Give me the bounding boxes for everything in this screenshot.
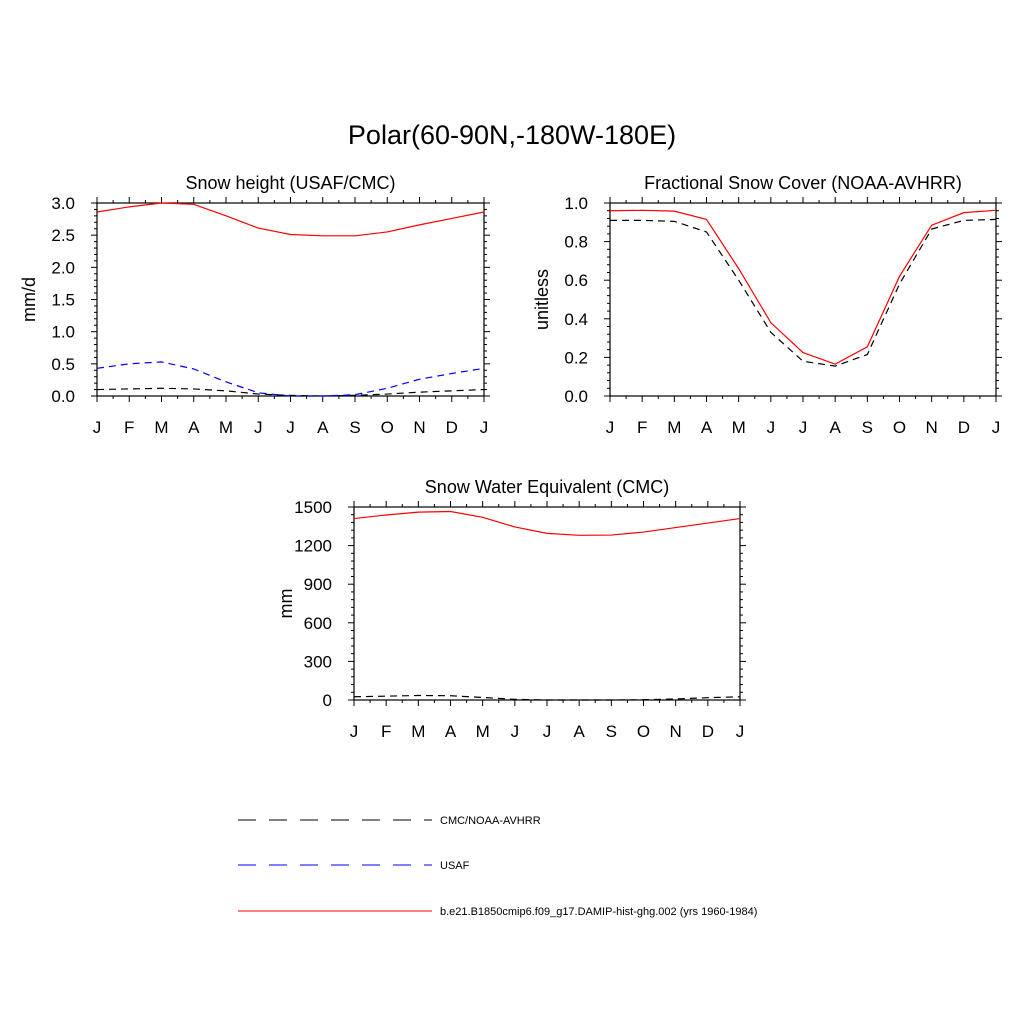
x-tick-label: A xyxy=(573,722,585,741)
x-tick-label: J xyxy=(254,418,263,437)
plot-frame xyxy=(96,202,485,397)
series-line-model xyxy=(609,209,997,365)
x-tick-label: F xyxy=(124,418,134,437)
x-tick-label: A xyxy=(317,418,329,437)
x-tick-label: N xyxy=(670,722,682,741)
x-tick-label: J xyxy=(511,722,520,741)
subplot-title: Snow Water Equivalent (CMC) xyxy=(425,477,669,497)
y-axis-label: mm xyxy=(276,589,296,619)
x-tick-label: J xyxy=(350,722,359,741)
x-tick-label: N xyxy=(413,418,425,437)
legend-label: CMC/NOAA-AVHRR xyxy=(440,815,541,827)
y-tick-label: 2.0 xyxy=(51,258,75,277)
y-tick-label: 0.0 xyxy=(51,387,75,406)
x-tick-label: S xyxy=(349,418,360,437)
series-line-cmc-noaa xyxy=(96,387,485,397)
x-tick-label: M xyxy=(219,418,233,437)
y-axis-label: unitless xyxy=(532,269,552,330)
y-tick-label: 0.2 xyxy=(564,348,588,367)
x-tick-label: A xyxy=(701,418,713,437)
y-tick-label: 300 xyxy=(304,652,332,671)
plot-frame xyxy=(609,202,997,397)
x-tick-label: A xyxy=(829,418,841,437)
x-tick-label: F xyxy=(381,722,391,741)
y-tick-label: 900 xyxy=(304,575,332,594)
x-tick-label: D xyxy=(446,418,458,437)
x-tick-label: J xyxy=(992,418,1001,437)
subplot-title: Fractional Snow Cover (NOAA-AVHRR) xyxy=(644,173,962,193)
x-tick-label: M xyxy=(476,722,490,741)
y-tick-label: 0.5 xyxy=(51,355,75,374)
x-tick-label: D xyxy=(702,722,714,741)
x-tick-label: J xyxy=(480,418,489,437)
y-tick-label: 1.0 xyxy=(51,323,75,342)
x-tick-label: N xyxy=(926,418,938,437)
legend-label: USAF xyxy=(440,860,470,872)
plot-frame xyxy=(353,506,741,701)
y-tick-label: 3.0 xyxy=(51,194,75,213)
x-tick-label: M xyxy=(154,418,168,437)
x-tick-label: J xyxy=(736,722,745,741)
y-tick-label: 0.0 xyxy=(564,387,588,406)
panel-snow-water-equivalent: Snow Water Equivalent (CMC)mmJ F M A M J J A S O N… xyxy=(276,477,746,741)
y-tick-label: 0.8 xyxy=(564,233,588,252)
panel-snow-height: Snow height (USAF/CMC)mm/dJ F M A M J J A S O N D J0… xyxy=(19,173,490,437)
x-tick-label: J xyxy=(543,722,552,741)
y-tick-label: 0.4 xyxy=(564,310,588,329)
y-tick-label: 2.5 xyxy=(51,226,75,245)
subplot-title: Snow height (USAF/CMC) xyxy=(185,173,395,193)
x-tick-label: J xyxy=(799,418,808,437)
x-tick-label: O xyxy=(893,418,906,437)
y-tick-label: 1.0 xyxy=(564,194,588,213)
series-line-cmc-noaa xyxy=(610,218,997,367)
x-tick-label: M xyxy=(411,722,425,741)
x-tick-label: J xyxy=(93,418,102,437)
x-tick-label: A xyxy=(445,722,457,741)
y-tick-label: 600 xyxy=(304,614,332,633)
x-tick-label: A xyxy=(188,418,200,437)
y-tick-label: 0.6 xyxy=(564,271,588,290)
x-tick-label: S xyxy=(606,722,617,741)
x-tick-label: J xyxy=(767,418,776,437)
x-tick-label: O xyxy=(637,722,650,741)
x-tick-label: F xyxy=(637,418,647,437)
series-line-usaf xyxy=(96,361,485,397)
series-line-cmc-noaa xyxy=(353,694,741,701)
x-tick-label: J xyxy=(606,418,615,437)
series-line-model xyxy=(96,202,485,237)
legend: CMC/NOAA-AVHRR USAF b.e21.B1850cmip6.f09_g… xyxy=(238,815,757,918)
panel-fractional-snow-cover: Fractional Snow Cover (NOAA-AVHRR) unitle… xyxy=(532,173,1002,437)
y-tick-label: 1500 xyxy=(294,498,332,517)
y-axis-label: mm/d xyxy=(19,277,39,322)
x-tick-label: M xyxy=(732,418,746,437)
y-tick-label: 0 xyxy=(323,691,332,710)
y-tick-label: 1200 xyxy=(294,537,332,556)
series-line-model xyxy=(353,510,741,536)
x-tick-label: S xyxy=(862,418,873,437)
legend-label: b.e21.B1850cmip6.f09_g17.DAMIP-hist-ghg.… xyxy=(440,906,757,918)
figure-title: Polar(60-90N,-180W-180E) xyxy=(347,120,677,150)
x-tick-label: M xyxy=(667,418,681,437)
x-tick-label: O xyxy=(381,418,394,437)
y-tick-label: 1.5 xyxy=(51,291,75,310)
x-tick-label: J xyxy=(286,418,295,437)
x-tick-label: D xyxy=(958,418,970,437)
